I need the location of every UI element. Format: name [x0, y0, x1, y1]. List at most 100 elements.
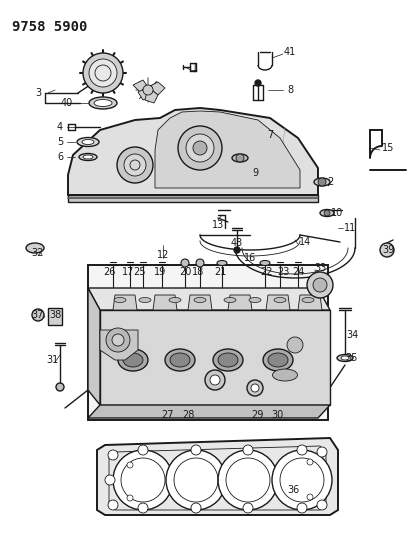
Text: 32: 32: [32, 248, 44, 258]
Text: 30: 30: [270, 410, 283, 420]
Text: 39: 39: [381, 245, 393, 255]
Text: 28: 28: [181, 410, 194, 420]
Polygon shape: [48, 308, 62, 325]
Circle shape: [379, 243, 393, 257]
Polygon shape: [145, 87, 157, 103]
Text: 33: 33: [313, 263, 325, 273]
Polygon shape: [113, 295, 137, 310]
Circle shape: [117, 147, 153, 183]
Text: 12: 12: [156, 250, 169, 260]
Text: 7: 7: [266, 130, 272, 140]
Ellipse shape: [89, 97, 117, 109]
Ellipse shape: [231, 154, 247, 162]
Ellipse shape: [313, 178, 329, 186]
Circle shape: [243, 503, 252, 513]
Ellipse shape: [83, 155, 93, 159]
Text: 41: 41: [283, 47, 295, 57]
Ellipse shape: [123, 353, 143, 367]
Circle shape: [108, 500, 118, 510]
Text: 20: 20: [178, 267, 191, 277]
Ellipse shape: [164, 349, 195, 371]
Text: 3: 3: [35, 88, 41, 98]
Circle shape: [271, 450, 331, 510]
Circle shape: [108, 450, 118, 460]
Circle shape: [236, 154, 243, 162]
Circle shape: [296, 445, 306, 455]
Circle shape: [112, 334, 124, 346]
Circle shape: [186, 134, 213, 162]
Ellipse shape: [301, 297, 313, 303]
Circle shape: [127, 462, 133, 468]
Circle shape: [193, 141, 207, 155]
Circle shape: [196, 259, 204, 267]
Polygon shape: [188, 295, 211, 310]
Text: 5: 5: [57, 137, 63, 147]
Ellipse shape: [82, 140, 94, 144]
Text: 31: 31: [46, 355, 58, 365]
Circle shape: [89, 59, 117, 87]
Ellipse shape: [319, 209, 333, 216]
Circle shape: [105, 475, 115, 485]
Circle shape: [306, 494, 312, 500]
Ellipse shape: [336, 354, 352, 361]
Text: 17: 17: [121, 267, 134, 277]
Circle shape: [113, 450, 173, 510]
Bar: [88, 265, 327, 420]
Text: 24: 24: [291, 267, 303, 277]
Circle shape: [127, 495, 133, 501]
Polygon shape: [155, 111, 299, 188]
Text: 1: 1: [191, 63, 198, 73]
Text: 8: 8: [286, 85, 292, 95]
Text: 16: 16: [243, 253, 256, 263]
Text: 9758 5900: 9758 5900: [12, 20, 87, 34]
Text: 11: 11: [343, 223, 355, 233]
Text: 10: 10: [330, 208, 342, 218]
Ellipse shape: [248, 297, 261, 303]
Polygon shape: [68, 195, 317, 202]
Circle shape: [312, 278, 326, 292]
Polygon shape: [297, 295, 321, 310]
Circle shape: [180, 259, 189, 267]
Circle shape: [316, 500, 326, 510]
Polygon shape: [153, 295, 177, 310]
Polygon shape: [227, 295, 252, 310]
Text: 19: 19: [153, 267, 166, 277]
Ellipse shape: [273, 297, 285, 303]
Circle shape: [83, 53, 123, 93]
Ellipse shape: [223, 297, 236, 303]
Text: 14: 14: [298, 237, 310, 247]
Ellipse shape: [118, 349, 148, 371]
Text: 38: 38: [49, 310, 61, 320]
Ellipse shape: [170, 353, 189, 367]
Polygon shape: [68, 108, 317, 195]
Circle shape: [296, 503, 306, 513]
Text: 37: 37: [32, 310, 44, 320]
Circle shape: [32, 309, 44, 321]
Text: 15: 15: [381, 143, 393, 153]
Text: 34: 34: [345, 330, 357, 340]
Ellipse shape: [272, 369, 297, 381]
Ellipse shape: [94, 100, 112, 107]
Circle shape: [234, 247, 239, 253]
Ellipse shape: [139, 297, 151, 303]
Circle shape: [138, 503, 148, 513]
Text: 23: 23: [276, 267, 288, 277]
Ellipse shape: [340, 356, 348, 360]
Text: 9: 9: [251, 168, 257, 178]
Circle shape: [204, 370, 225, 390]
Text: 35: 35: [345, 353, 357, 363]
Ellipse shape: [216, 261, 227, 265]
Ellipse shape: [259, 261, 270, 265]
Circle shape: [166, 450, 225, 510]
Circle shape: [246, 380, 262, 396]
Polygon shape: [138, 87, 152, 100]
Text: 40: 40: [61, 98, 73, 108]
Polygon shape: [265, 295, 289, 310]
Ellipse shape: [114, 297, 126, 303]
Circle shape: [316, 447, 326, 457]
Circle shape: [286, 337, 302, 353]
Circle shape: [191, 503, 200, 513]
Text: 36: 36: [286, 485, 299, 495]
Ellipse shape: [262, 349, 292, 371]
Polygon shape: [88, 288, 100, 405]
